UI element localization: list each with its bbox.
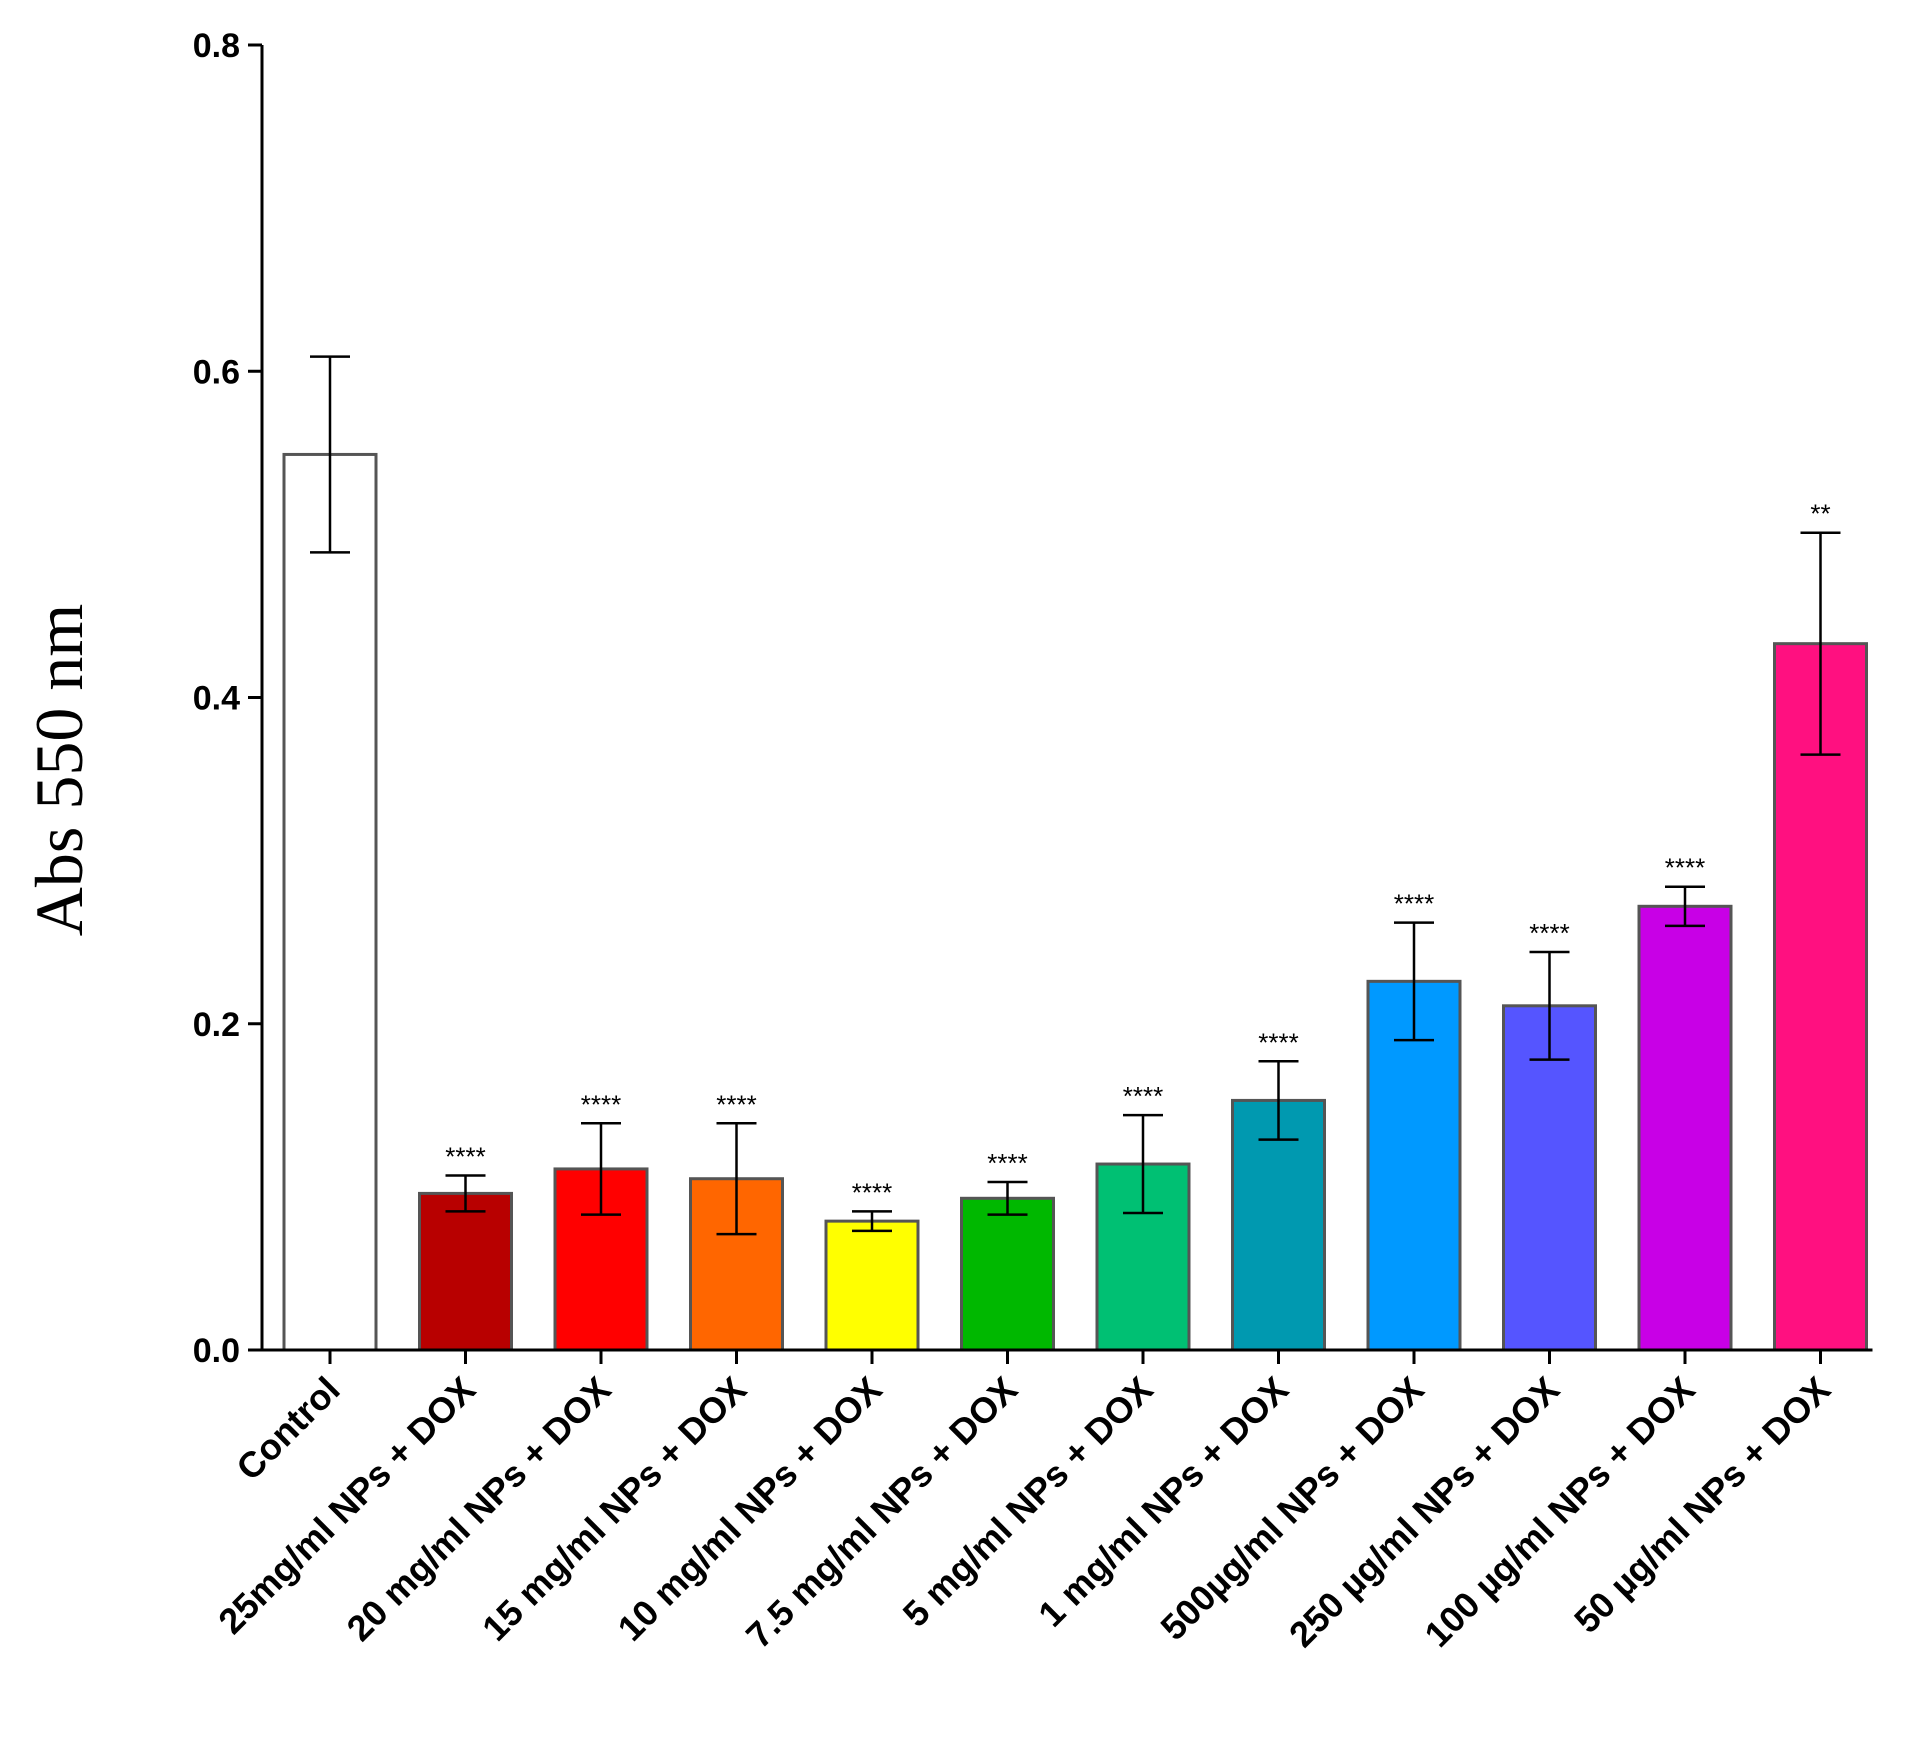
significance-label: **** bbox=[1529, 918, 1569, 948]
x-tick-label: 1 mg/ml NPs + DOX bbox=[1030, 1369, 1296, 1635]
bar bbox=[1231, 1098, 1326, 1352]
significance-label: ** bbox=[1810, 499, 1830, 529]
bar bbox=[960, 1196, 1055, 1352]
bars: ******** ********************************… bbox=[282, 355, 1868, 1352]
y-tick-label: 0.0 bbox=[193, 1332, 240, 1370]
significance-label: **** bbox=[1394, 889, 1434, 919]
bar bbox=[1773, 642, 1868, 1352]
bar bbox=[1502, 1004, 1597, 1352]
significance-label: **** bbox=[716, 1089, 756, 1119]
y-axis: 0.0 0.2 0.4 0.6 0.8 bbox=[193, 27, 264, 1370]
y-tick-label: 0.6 bbox=[193, 353, 240, 391]
x-tick-label: 20 mg/ml NPs + DOX bbox=[339, 1369, 619, 1649]
significance-label: **** bbox=[1258, 1027, 1298, 1057]
x-tick-label: 50 µg/ml NPs + DOX bbox=[1566, 1369, 1838, 1641]
x-tick-label: Control bbox=[228, 1369, 347, 1488]
x-tick-label: 15 mg/ml NPs + DOX bbox=[474, 1369, 754, 1649]
x-tick-label: 5 mg/ml NPs + DOX bbox=[895, 1369, 1161, 1635]
significance-label: **** bbox=[1665, 853, 1705, 883]
significance-label: **** bbox=[1123, 1081, 1163, 1111]
y-tick-label: 0.2 bbox=[193, 1006, 240, 1044]
significance-label: **** bbox=[581, 1089, 621, 1119]
x-tick-label: 250 µg/ml NPs + DOX bbox=[1281, 1369, 1567, 1655]
bar bbox=[282, 452, 378, 1352]
significance-label: **** bbox=[445, 1141, 485, 1171]
bar bbox=[824, 1219, 920, 1352]
x-tick-label: 100 µg/ml NPs + DOX bbox=[1416, 1369, 1702, 1655]
bar bbox=[1637, 904, 1733, 1352]
x-tick-label: 7.5 mg/ml NPs + DOX bbox=[738, 1369, 1025, 1656]
bar bbox=[418, 1191, 513, 1352]
x-tick-label: 500µg/ml NPs + DOX bbox=[1152, 1369, 1431, 1648]
significance-label: **** bbox=[852, 1177, 892, 1207]
y-tick-label: 0.4 bbox=[193, 680, 240, 718]
significance-label: **** bbox=[987, 1148, 1027, 1178]
bar bbox=[1366, 979, 1462, 1352]
y-axis-title: Abs 550 nm bbox=[21, 604, 97, 936]
x-tick-label: 25mg/ml NPs + DOX bbox=[210, 1369, 483, 1642]
x-tick-label: 10 mg/ml NPs + DOX bbox=[610, 1369, 890, 1649]
y-tick-label: 0.8 bbox=[193, 27, 240, 65]
